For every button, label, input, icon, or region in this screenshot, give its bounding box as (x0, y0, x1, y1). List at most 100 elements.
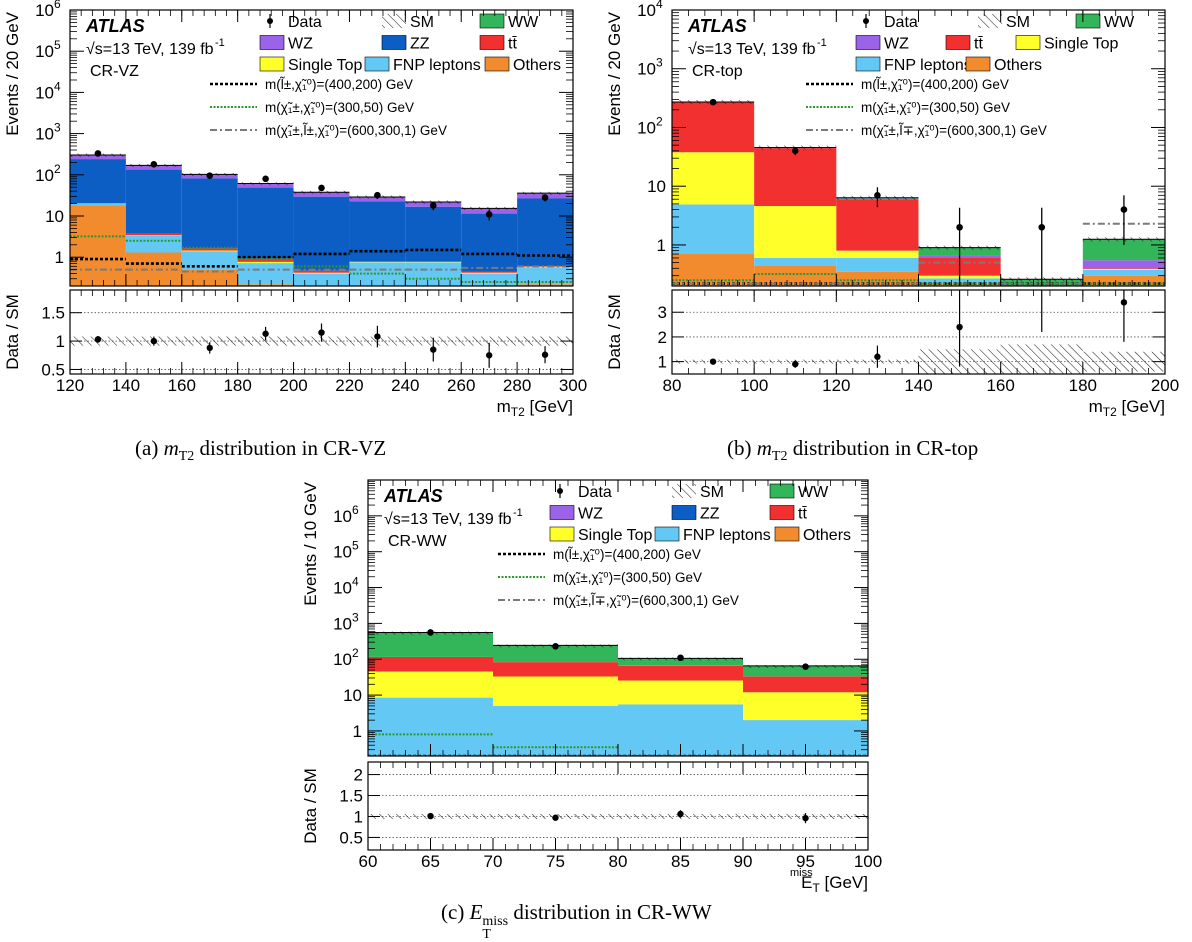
y-tick-exponent: 2 (656, 114, 663, 128)
main-plot-area (70, 150, 573, 286)
y-tick-label: 1 (657, 236, 666, 255)
experiment-label: ATLAS (687, 16, 747, 36)
data-point (262, 175, 269, 183)
ratio-y-tick-label: 0.5 (339, 828, 363, 847)
stack-bar-others (237, 284, 294, 286)
x-tick-label: 60 (359, 852, 378, 871)
ratio-point (318, 329, 325, 336)
y-tick-label: 10 (333, 650, 352, 669)
x-tick-label: 100 (740, 376, 768, 395)
data-point (206, 172, 214, 180)
caption-b-var: m (756, 436, 772, 460)
x-tick-label: 180 (1069, 376, 1097, 395)
y-tick-label: 10 (35, 125, 54, 144)
ratio-plot-area (70, 312, 573, 370)
legend-label: Data (884, 14, 918, 31)
ratio-y-tick-label: 1 (658, 353, 667, 372)
legend-label: Data (578, 484, 612, 501)
y-tick-label: 1 (353, 722, 362, 741)
stack-bar-FNP (836, 257, 919, 272)
caption-b: (b) mT2 distribution in CR-top (727, 436, 978, 465)
stack-bar-single_top (368, 671, 493, 698)
legend-label: Single Top (578, 527, 653, 544)
legend-label: Single Top (288, 57, 363, 74)
legend-swatch-single_top (1015, 35, 1041, 50)
stack-bar-FNP (349, 262, 406, 286)
data-point (791, 147, 799, 155)
stack-bar-ttbar (517, 266, 573, 267)
stack-bar-WW (493, 645, 618, 663)
stack-bar-ttbar (618, 665, 743, 681)
legend-signal-label: m(l̃±,χ̃₁⁰)=(400,200) GeV (265, 76, 413, 92)
x-tick-label: 75 (546, 852, 565, 871)
caption-c-prefix: (c) (441, 900, 470, 924)
stack-bar-ttbar (368, 656, 493, 672)
legend-label: SM (1006, 14, 1030, 31)
legend-label: ZZ (700, 506, 720, 523)
legend-label: tt̄ (798, 506, 807, 523)
y-tick-label: 10 (637, 1, 656, 20)
x-tick-label: 300 (559, 376, 587, 395)
ratio-uncertainty-band (1082, 351, 1165, 372)
data-point (429, 202, 437, 209)
x-tick-label: 200 (279, 376, 307, 395)
data-point (94, 150, 102, 157)
stack-bar-FNP (125, 235, 182, 253)
x-tick-label: 80 (609, 852, 628, 871)
lumi-exponent: -1 (215, 37, 225, 49)
x-tick-label: 180 (223, 376, 251, 395)
legend-label: FNP leptons (884, 57, 972, 74)
y-tick-label: 10 (333, 614, 352, 633)
stack-bar-FNP (672, 204, 755, 255)
legend-label: Others (803, 527, 851, 544)
stack-bar-WZ (293, 192, 350, 197)
legend-signal-label: m(χ̃₁±,χ̃₁⁰)=(300,50) GeV (265, 100, 414, 115)
energy-label: √s=13 TeV, 139 fb (688, 41, 816, 58)
stack-bar-ttbar (836, 199, 919, 251)
data-point (552, 642, 559, 650)
x-tick-label: 220 (335, 376, 363, 395)
stack-bar-WZ (70, 155, 126, 160)
stack-bar-others (70, 205, 126, 286)
y-tick-exponent: 3 (352, 610, 359, 624)
x-axis-label-unit: [GeV] (525, 397, 573, 416)
y-axis-label: Events / 20 GeV (3, 11, 22, 135)
stack-bar-WZ (237, 183, 294, 188)
x-tick-label: 70 (484, 852, 503, 871)
caption-c-text: distribution in CR-WW (508, 900, 712, 924)
x-tick-label: 80 (663, 376, 682, 395)
legend-swatch-WZ (549, 505, 575, 520)
y-axis-label: Events / 20 GeV (605, 11, 624, 135)
x-axis-label-var: E (801, 873, 812, 892)
stack-bar-WZ (1082, 260, 1165, 269)
legend-swatch-ZZ (671, 505, 697, 520)
y-tick-label: 10 (35, 83, 54, 102)
stack-bar-WZ (349, 197, 406, 202)
stack-bar-FNP (754, 257, 837, 266)
ratio-y-axis-label: Data / SM (3, 294, 22, 370)
legend-signal-label: m(l̃±,χ̃₁⁰)=(400,200) GeV (861, 76, 1009, 92)
y-tick-label: 10 (35, 166, 54, 185)
legend-label: tt̄ (508, 36, 517, 53)
legend-hatch-swatch (382, 14, 406, 28)
experiment-label: ATLAS (383, 486, 443, 506)
legend-hatch-swatch (978, 14, 1002, 28)
ratio-point (1120, 299, 1128, 306)
legend-swatch-ZZ (381, 35, 407, 50)
y-tick-exponent: 3 (656, 56, 663, 70)
x-axis-label: mT2 [GeV] (1089, 397, 1165, 419)
stack-bar-others (1082, 275, 1165, 286)
x-tick-label: 120 (822, 376, 850, 395)
energy-label: √s=13 TeV, 139 fb (384, 511, 512, 528)
ratio-point (956, 323, 963, 331)
ratio-point (374, 333, 381, 340)
caption-a-prefix: (a) (135, 436, 164, 460)
legend-swatch-others (774, 526, 800, 542)
caption-b-text: distribution in CR-top (787, 436, 979, 460)
stack-bar-single_top (517, 266, 573, 268)
ratio-point (485, 352, 493, 359)
y-tick-label: 10 (343, 686, 362, 705)
ratio-point (677, 810, 684, 818)
